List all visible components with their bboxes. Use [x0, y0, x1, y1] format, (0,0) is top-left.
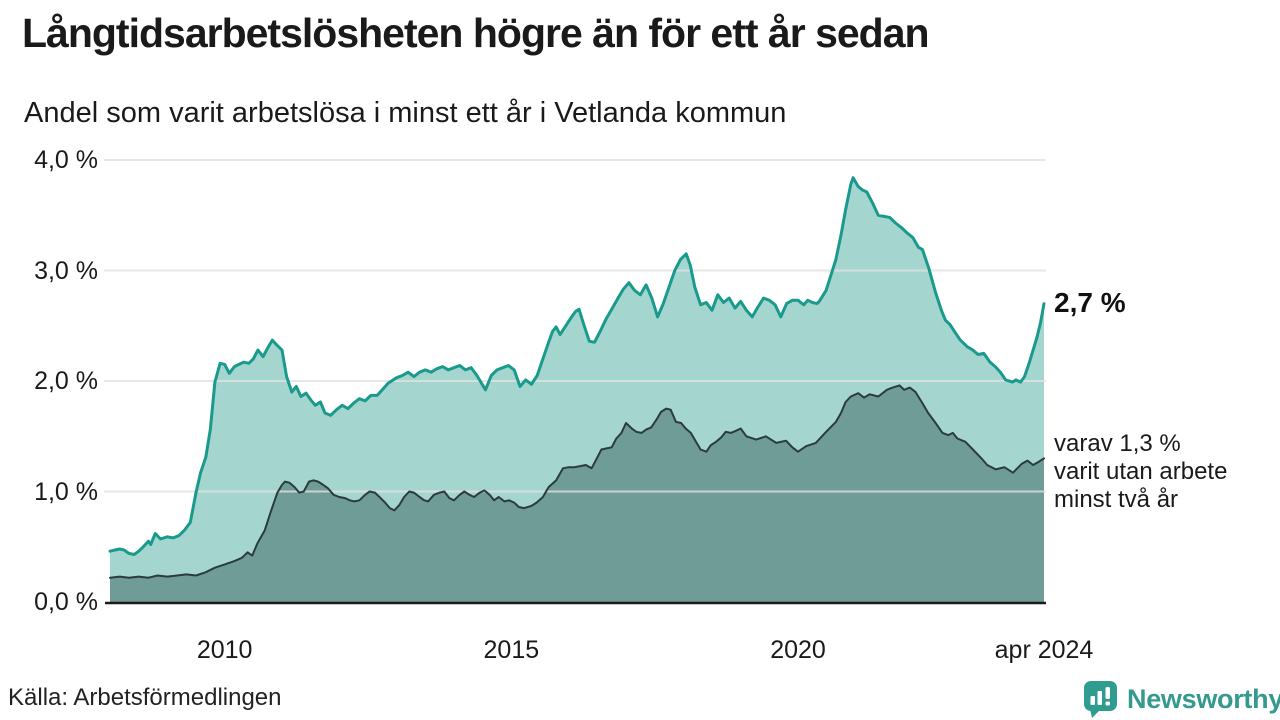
x-tick-label: 2015 [483, 636, 540, 664]
y-tick-label: 2,0 % [34, 367, 98, 395]
annotation-two-year-detail: varav 1,3 % varit utan arbete minst två … [1054, 430, 1227, 514]
bar-chart-speech-bubble-icon [1084, 681, 1117, 718]
annotation-detail-line: varit utan arbete [1054, 458, 1228, 485]
x-tick-label: 2020 [770, 636, 826, 664]
newsworthy-logo-text: Newsworthy [1127, 683, 1280, 714]
page-title: Långtidsarbetslösheten högre än för ett … [22, 10, 930, 56]
newsworthy-logo: Newsworthy [1083, 680, 1280, 718]
y-tick-label: 1,0 % [34, 477, 98, 506]
y-tick-label: 3,0 % [34, 256, 98, 285]
x-tick-label: apr 2024 [994, 636, 1094, 664]
annotation-detail-line: varav 1,3 % [1054, 430, 1181, 457]
chart-subtitle: Andel som varit arbetslösa i minst ett å… [24, 97, 787, 129]
annotation-detail-line: minst två år [1054, 486, 1179, 513]
annotation-latest-total-value: 2,7 % [1054, 287, 1126, 318]
y-tick-label: 4,0 % [34, 146, 98, 174]
source-note: Källa: Arbetsförmedlingen [8, 684, 282, 711]
y-tick-label: 0,0 % [34, 588, 98, 616]
x-tick-label: 2010 [196, 636, 253, 664]
